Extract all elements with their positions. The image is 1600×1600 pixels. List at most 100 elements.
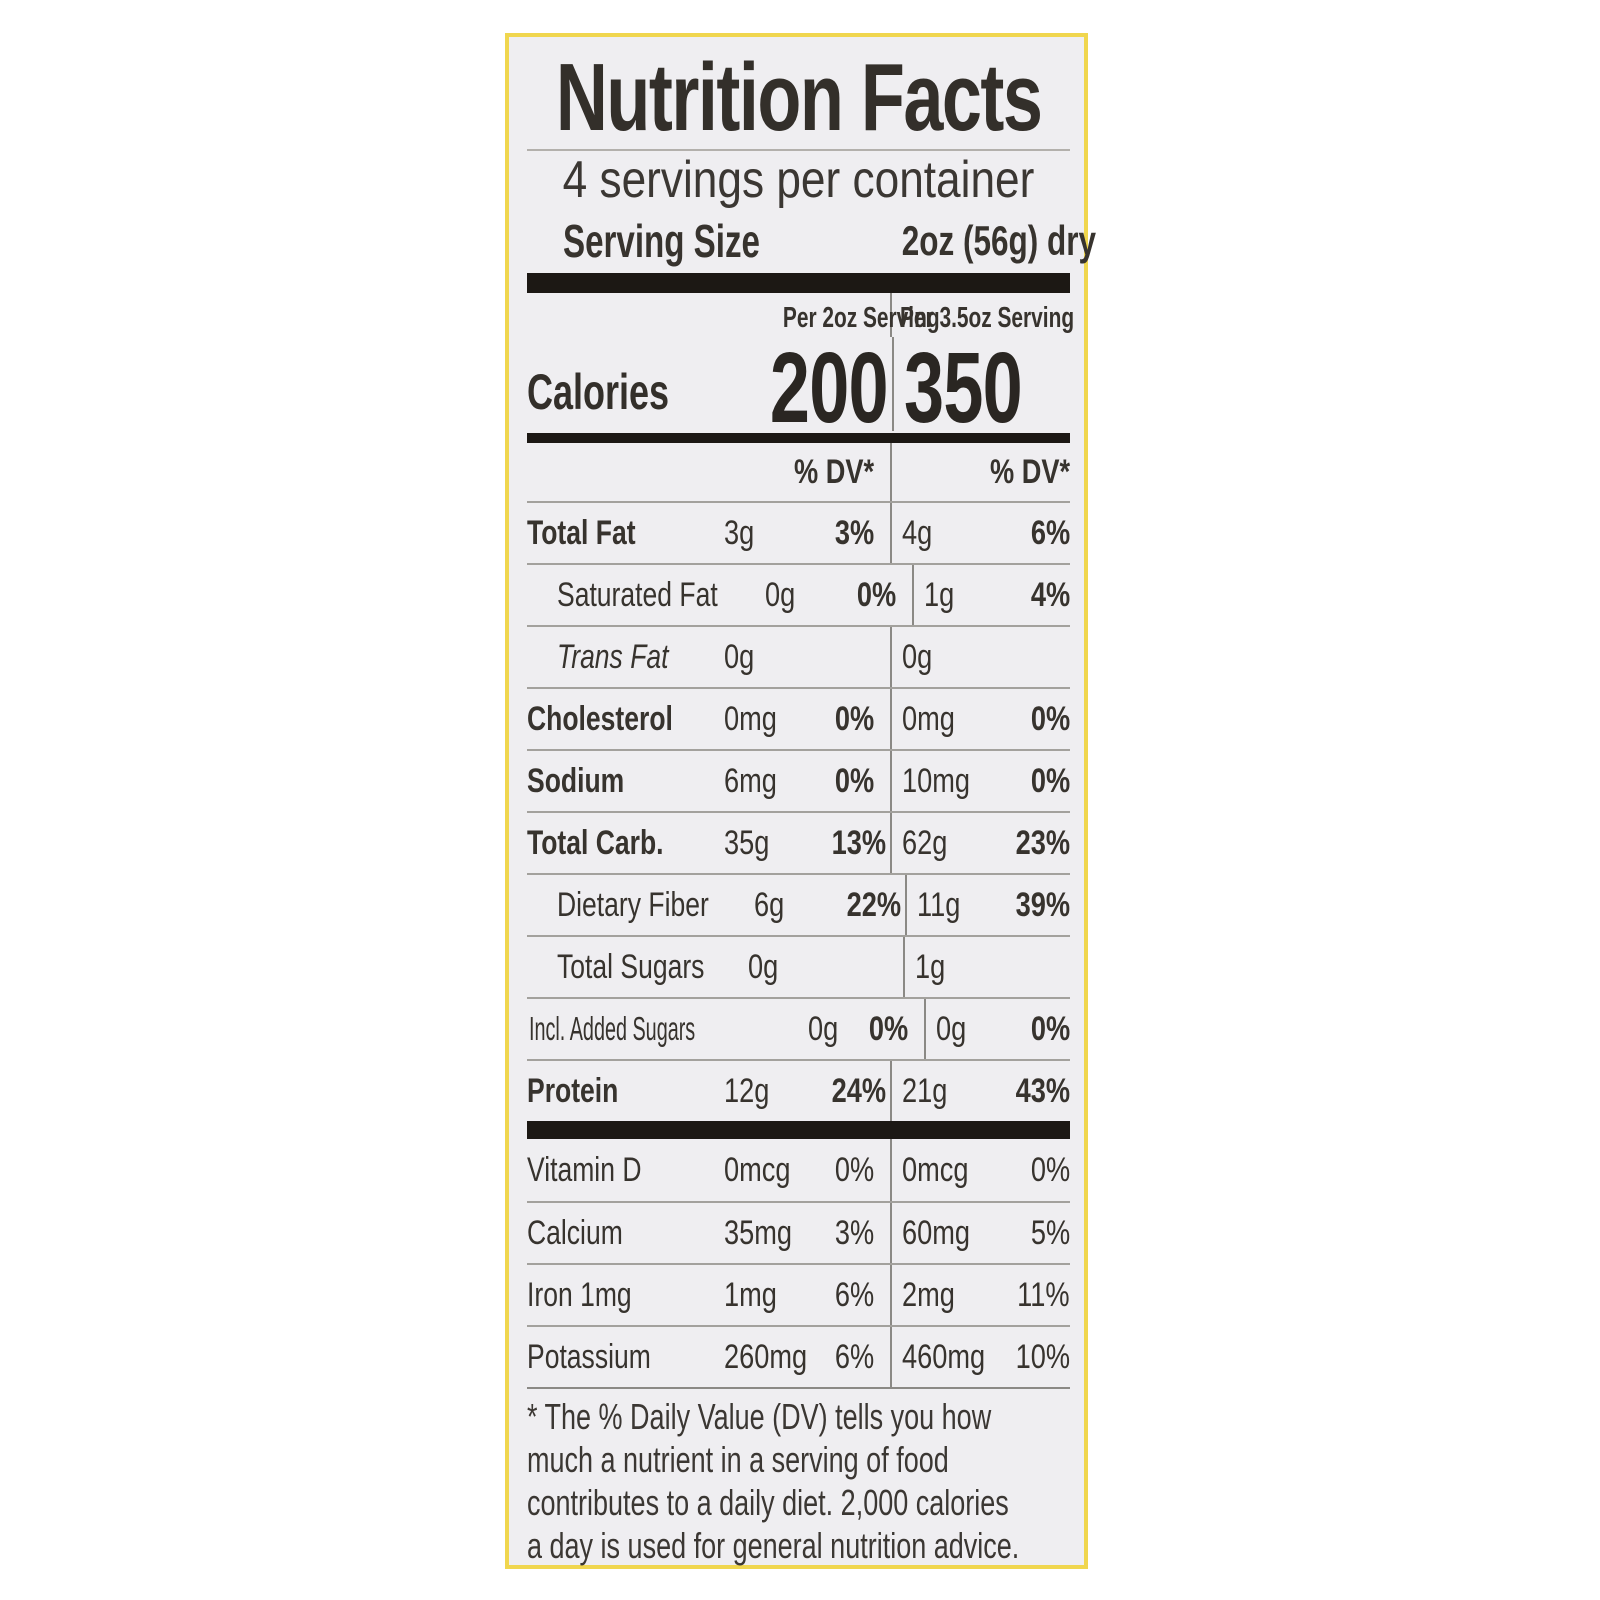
footnote-line: a day is used for general nutrition advi…: [527, 1525, 1020, 1566]
row-dietary-fiber: Dietary Fiber 6g 22% 11g 39%: [527, 873, 1070, 935]
row-sodium: Sodium 6mg 0% 10mg 0%: [527, 749, 1070, 811]
amount-3-5oz: 62g: [902, 823, 948, 862]
dv-2oz: 6%: [834, 1275, 874, 1314]
amount-3-5oz: 0g: [935, 1009, 967, 1048]
row-iron: Iron 1mg 1mg 6% 2mg 11%: [527, 1263, 1070, 1325]
servings-per-container-row: 4 servings per container: [527, 151, 1070, 209]
dv-2oz: 3%: [834, 1213, 874, 1252]
medium-bar-under-calories: [527, 433, 1070, 443]
dv-2oz: 0%: [834, 1150, 874, 1189]
dv-3-5oz: 10%: [1015, 1337, 1070, 1376]
thick-bar-top: [527, 273, 1070, 293]
serving-size-value: 2oz (56g) dry: [901, 217, 1096, 264]
servings-per-container: 4 servings per container: [562, 151, 1035, 209]
amount-2oz: 35g: [724, 823, 770, 862]
row-total-carb: Total Carb. 35g 13% 62g 23%: [527, 811, 1070, 873]
amount-3-5oz: 0mcg: [902, 1150, 969, 1189]
dv-3-5oz: 43%: [1015, 1071, 1070, 1110]
nutrient-rows: Total Fat 3g 3% 4g 6% Saturated Fat 0g 0…: [527, 501, 1070, 1121]
dv-3-5oz: 5%: [1030, 1213, 1070, 1252]
amount-3-5oz: 21g: [902, 1071, 948, 1110]
row-saturated-fat: Saturated Fat 0g 0% 1g 4%: [527, 563, 1070, 625]
amount-3-5oz: 1g: [924, 575, 955, 614]
nutrient-name: Potassium: [527, 1337, 651, 1376]
nutrient-name: Saturated Fat: [557, 575, 718, 614]
serving-size-label: Serving Size: [563, 215, 760, 267]
amount-2oz: 260mg: [724, 1337, 808, 1376]
dv-header-col2: % DV*: [989, 452, 1070, 491]
calories-value-2oz: 200: [770, 332, 889, 444]
dv-3-5oz: 0%: [1030, 761, 1070, 800]
nutrition-facts-label: Nutrition Facts 4 servings per container…: [505, 33, 1096, 1569]
amount-2oz: 0g: [724, 637, 755, 676]
serving-size-row: Serving Size 2oz (56g) dry: [527, 209, 1096, 273]
dv-2oz: 0%: [868, 1009, 908, 1048]
nutrient-name: Dietary Fiber: [557, 885, 709, 924]
amount-3-5oz: 10mg: [902, 761, 971, 800]
dv-3-5oz: 4%: [1030, 575, 1070, 614]
footnote-line: contributes to a daily diet. 2,000 calor…: [527, 1482, 1009, 1523]
amount-2oz: 12g: [724, 1071, 770, 1110]
dv-2oz: 3%: [834, 513, 874, 552]
dv-2oz: 24%: [831, 1071, 887, 1110]
daily-value-header-row: % DV* % DV*: [527, 443, 1070, 501]
row-added-sugars: Incl. Added Sugars 0g 0% 0g 0%: [527, 997, 1070, 1059]
nutrient-name: Sodium: [527, 761, 625, 800]
dv-2oz: 22%: [846, 885, 901, 924]
footnote-line: much a nutrient in a serving of food: [527, 1439, 949, 1480]
column-header-2oz: Per 2oz Serving: [782, 302, 940, 334]
nutrient-name: Vitamin D: [527, 1150, 642, 1189]
dv-2oz: 0%: [834, 761, 874, 800]
amount-2oz: 0mcg: [724, 1150, 791, 1189]
divider-under-title: [527, 149, 1070, 151]
nutrient-name: Total Carb.: [527, 823, 664, 862]
amount-3-5oz: 1g: [915, 947, 946, 986]
amount-2oz: 0g: [765, 575, 796, 614]
amount-2oz: 0g: [748, 947, 779, 986]
nutrient-name: Cholesterol: [527, 699, 673, 738]
row-cholesterol: Cholesterol 0mg 0% 0mg 0%: [527, 687, 1070, 749]
dv-2oz: 6%: [834, 1337, 874, 1376]
thick-bar-before-minerals: [527, 1121, 1070, 1139]
calories-label: Calories: [527, 364, 670, 420]
amount-3-5oz: 2mg: [902, 1275, 955, 1314]
dv-2oz: 13%: [831, 823, 887, 862]
serving-column-headers: Per 2oz Serving Per 3.5oz Serving: [527, 293, 1074, 337]
label-title: Nutrition Facts: [555, 44, 1043, 151]
amount-2oz: 0mg: [724, 699, 777, 738]
dv-2oz: 0%: [834, 699, 874, 738]
dv-3-5oz: 6%: [1030, 513, 1070, 552]
row-vitamin-d: Vitamin D 0mcg 0% 0mcg 0%: [527, 1139, 1070, 1201]
label-title-wrap: Nutrition Facts: [527, 37, 1070, 151]
calories-value-3-5oz: 350: [904, 332, 1023, 444]
amount-3-5oz: 60mg: [902, 1213, 971, 1252]
amount-3-5oz: 0mg: [902, 699, 955, 738]
footnote-line: * The % Daily Value (DV) tells you how: [527, 1396, 992, 1437]
row-total-fat: Total Fat 3g 3% 4g 6%: [527, 501, 1070, 563]
nutrient-name: Total Fat: [527, 513, 636, 552]
nutrient-name: Trans Fat: [557, 637, 669, 676]
nutrient-name: Incl. Added Sugars: [529, 1010, 696, 1047]
amount-2oz: 1mg: [724, 1275, 777, 1314]
column-header-3-5oz: Per 3.5oz Serving: [900, 302, 1075, 334]
nutrient-name: Iron 1mg: [527, 1275, 632, 1314]
amount-2oz: 0g: [808, 1009, 839, 1048]
dv-2oz: 0%: [857, 575, 897, 614]
dv-3-5oz: 0%: [1030, 1009, 1070, 1048]
dv-3-5oz: 0%: [1030, 1150, 1070, 1189]
nutrient-name: Calcium: [527, 1213, 623, 1252]
nutrient-name: Total Sugars: [557, 947, 705, 986]
row-protein: Protein 12g 24% 21g 43%: [527, 1059, 1070, 1121]
dv-3-5oz: 0%: [1030, 699, 1070, 738]
dv-header-col1: % DV*: [793, 452, 874, 491]
daily-value-footnote: * The % Daily Value (DV) tells you how m…: [527, 1389, 1070, 1567]
amount-3-5oz: 4g: [902, 513, 933, 552]
dv-3-5oz: 11%: [1017, 1275, 1070, 1314]
row-total-sugars: Total Sugars 0g 1g: [527, 935, 1070, 997]
amount-2oz: 35mg: [724, 1213, 793, 1252]
amount-3-5oz: 460mg: [902, 1337, 986, 1376]
row-trans-fat: Trans Fat 0g 0g: [527, 625, 1070, 687]
amount-3-5oz: 11g: [916, 885, 961, 924]
calories-row: Calories 200 350: [527, 332, 1070, 444]
